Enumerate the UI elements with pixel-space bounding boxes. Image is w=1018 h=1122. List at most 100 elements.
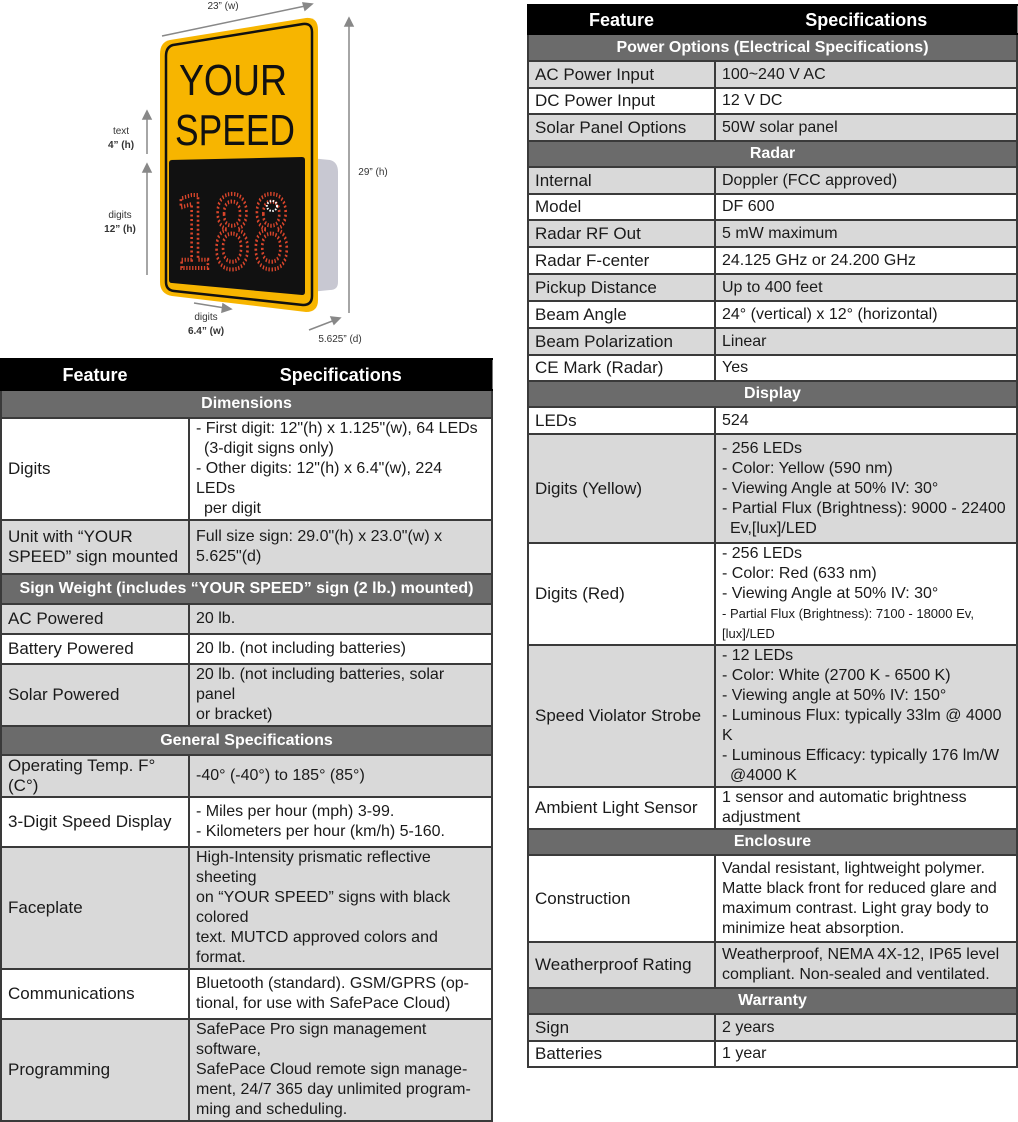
feature-cell: Digits (Yellow): [527, 433, 716, 544]
feature-cell: Radar F-center: [527, 246, 716, 275]
spec-cell: Vandal resistant, lightweight polymer. Ma…: [714, 854, 1018, 943]
table-row: Beam Angle 24° (vertical) x 12° (horizont…: [527, 300, 1018, 329]
feature-cell: Unit with “YOUR SPEED” sign mounted: [0, 519, 190, 575]
spec-line: - Viewing Angle at 50% IV: 30°: [722, 585, 939, 602]
table-row: Model DF 600: [527, 193, 1018, 221]
total-height-label: 29” (h): [358, 167, 387, 178]
spec-line: 24.125 GHz or 24.200 GHz: [722, 251, 916, 269]
spec-cell: 20 lb. (not including batteries, solar p…: [188, 663, 493, 727]
spec-line: Doppler (FCC approved): [722, 171, 898, 189]
table-row: AC Power Input 100~240 V AC: [527, 60, 1018, 89]
section-title: Sign Weight (includes “YOUR SPEED” sign …: [0, 573, 493, 605]
section-header-row: Warranty: [527, 987, 1018, 1015]
spec-cell: 50W solar panel: [714, 113, 1018, 142]
spec-line: - Color: Yellow (590 nm): [722, 459, 893, 477]
table-row: DC Power Input 12 V DC: [527, 87, 1018, 115]
spec-line: SafePace Cloud remote sign manage-: [196, 1061, 468, 1078]
spec-cell: Yes: [714, 354, 1018, 382]
table-row: Pickup Distance Up to 400 feet: [527, 273, 1018, 302]
section-title: Power Options (Electrical Specifications…: [527, 33, 1018, 62]
table-row: Digits (Yellow) - 256 LEDs - Color: Yellow…: [527, 433, 1018, 544]
specifications-column-header: Specifications: [188, 358, 493, 391]
feature-cell: Speed Violator Strobe: [527, 644, 716, 788]
feature-cell: Solar Panel Options: [527, 113, 716, 142]
spec-cell: 1 year: [714, 1040, 1018, 1068]
spec-line: 12 V DC: [722, 92, 783, 109]
spec-cell: High-Intensity prismatic reflective shee…: [188, 846, 493, 970]
feature-cell: Solar Powered: [0, 663, 190, 727]
table-row: Speed Violator Strobe - 12 LEDs - Color: W…: [527, 644, 1018, 788]
spec-cell: 20 lb. (not including batteries): [188, 633, 493, 665]
spec-table-left: Feature Specifications Dimensions Digits - F…: [0, 358, 493, 1122]
spec-cell: - 12 LEDs - Color: White (2700 K - 6500 K…: [714, 644, 1018, 788]
spec-cell: Linear: [714, 327, 1018, 356]
feature-cell: Construction: [527, 854, 716, 943]
spec-cell: 24° (vertical) x 12° (horizontal): [714, 300, 1018, 329]
table-row: Programming SafePace Pro sign management …: [0, 1018, 493, 1122]
spec-cell: - 256 LEDs - Color: Yellow (590 nm) - View…: [714, 433, 1018, 544]
spec-line: Full size sign: 29.0"(h) x 23.0"(w) x: [196, 528, 443, 545]
spec-line: Bluetooth (standard). GSM/GPRS (op-: [196, 975, 469, 992]
spec-line: - 256 LEDs: [722, 439, 803, 457]
section-title: Radar: [527, 140, 1018, 168]
spec-cell: 12 V DC: [714, 87, 1018, 115]
spec-cell: DF 600: [714, 193, 1018, 221]
feature-cell: 3-Digit Speed Display: [0, 796, 190, 848]
spec-line: - First digit: 12"(h) x 1.125"(w), 64 LE…: [196, 420, 478, 437]
spec-line: High-Intensity prismatic reflective shee…: [196, 849, 431, 886]
spec-line: Matte black front for reduced glare and: [722, 879, 997, 897]
section-title: Warranty: [527, 987, 1018, 1015]
spec-line: - Color: White (2700 K - 6500 K): [722, 667, 951, 684]
spec-line: SafePace Pro sign management software,: [196, 1021, 427, 1058]
feature-cell: Radar RF Out: [527, 219, 716, 248]
width-dimension-label: 23” (w): [207, 1, 238, 12]
spec-line: compliant. Non-sealed and ventilated.: [722, 966, 990, 983]
table-row: AC Powered 20 lb.: [0, 603, 493, 635]
table-row: Radar RF Out 5 mW maximum: [527, 219, 1018, 248]
feature-cell: AC Power Input: [527, 60, 716, 89]
spec-line: - 256 LEDs: [722, 545, 803, 562]
feature-cell: Beam Polarization: [527, 327, 716, 356]
digits-height-label: 12” (h): [104, 224, 136, 235]
specifications-column-header: Specifications: [714, 4, 1018, 35]
feature-cell: Ambient Light Sensor: [527, 786, 716, 830]
feature-cell: AC Powered: [0, 603, 190, 635]
spec-cell: 5 mW maximum: [714, 219, 1018, 248]
spec-table-right: Feature Specifications Power Options (Elec…: [527, 4, 1018, 1068]
feature-column-header: Feature: [527, 4, 716, 35]
sign-text-speed: SPEED: [175, 106, 295, 155]
feature-cell: Sign: [527, 1013, 716, 1042]
strobe-light-icon: [266, 200, 278, 212]
feature-cell: Weatherproof Rating: [527, 941, 716, 989]
spec-cell: 100~240 V AC: [714, 60, 1018, 89]
spec-cell: - 256 LEDs - Color: Red (633 nm) - Viewing…: [714, 542, 1018, 646]
spec-line: or bracket): [196, 706, 273, 723]
depth-label: 5.625” (d): [318, 334, 361, 345]
spec-cell: Weatherproof, NEMA 4X-12, IP65 level comp…: [714, 941, 1018, 989]
feature-cell: Beam Angle: [527, 300, 716, 329]
spec-line: 50W solar panel: [722, 118, 838, 136]
table-row: Beam Polarization Linear: [527, 327, 1018, 356]
table-row: Solar Powered 20 lb. (not including batte…: [0, 663, 493, 727]
table-row: Unit with “YOUR SPEED” sign mounted Full …: [0, 519, 493, 575]
spec-line: - Luminous Flux: typically 33lm @ 4000 K: [722, 707, 1002, 744]
spec-line: 1 year: [722, 1045, 767, 1062]
section-title: General Specifications: [0, 725, 493, 756]
table-row: LEDs 524: [527, 406, 1018, 435]
spec-line: tional, for use with SafePace Cloud): [196, 995, 451, 1012]
table-row: CE Mark (Radar) Yes: [527, 354, 1018, 382]
section-title: Display: [527, 380, 1018, 408]
spec-cell: 2 years: [714, 1013, 1018, 1042]
feature-cell: Model: [527, 193, 716, 221]
feature-cell: LEDs: [527, 406, 716, 435]
section-header-row: Dimensions: [0, 389, 493, 419]
text-height-label: 4” (h): [108, 140, 134, 151]
feature-cell: Programming: [0, 1018, 190, 1122]
table-row: Solar Panel Options 50W solar panel: [527, 113, 1018, 142]
spec-line: 524: [722, 411, 749, 429]
table-row: Digits (Red) - 256 LEDs - Color: Red (633 …: [527, 542, 1018, 646]
table-row: Faceplate High-Intensity prismatic reflec…: [0, 846, 493, 970]
spec-line: Up to 400 feet: [722, 278, 823, 296]
digit-width-label: digits: [194, 312, 217, 323]
spec-line: - Partial Flux (Brightness): 9000 - 2240…: [722, 499, 1006, 517]
